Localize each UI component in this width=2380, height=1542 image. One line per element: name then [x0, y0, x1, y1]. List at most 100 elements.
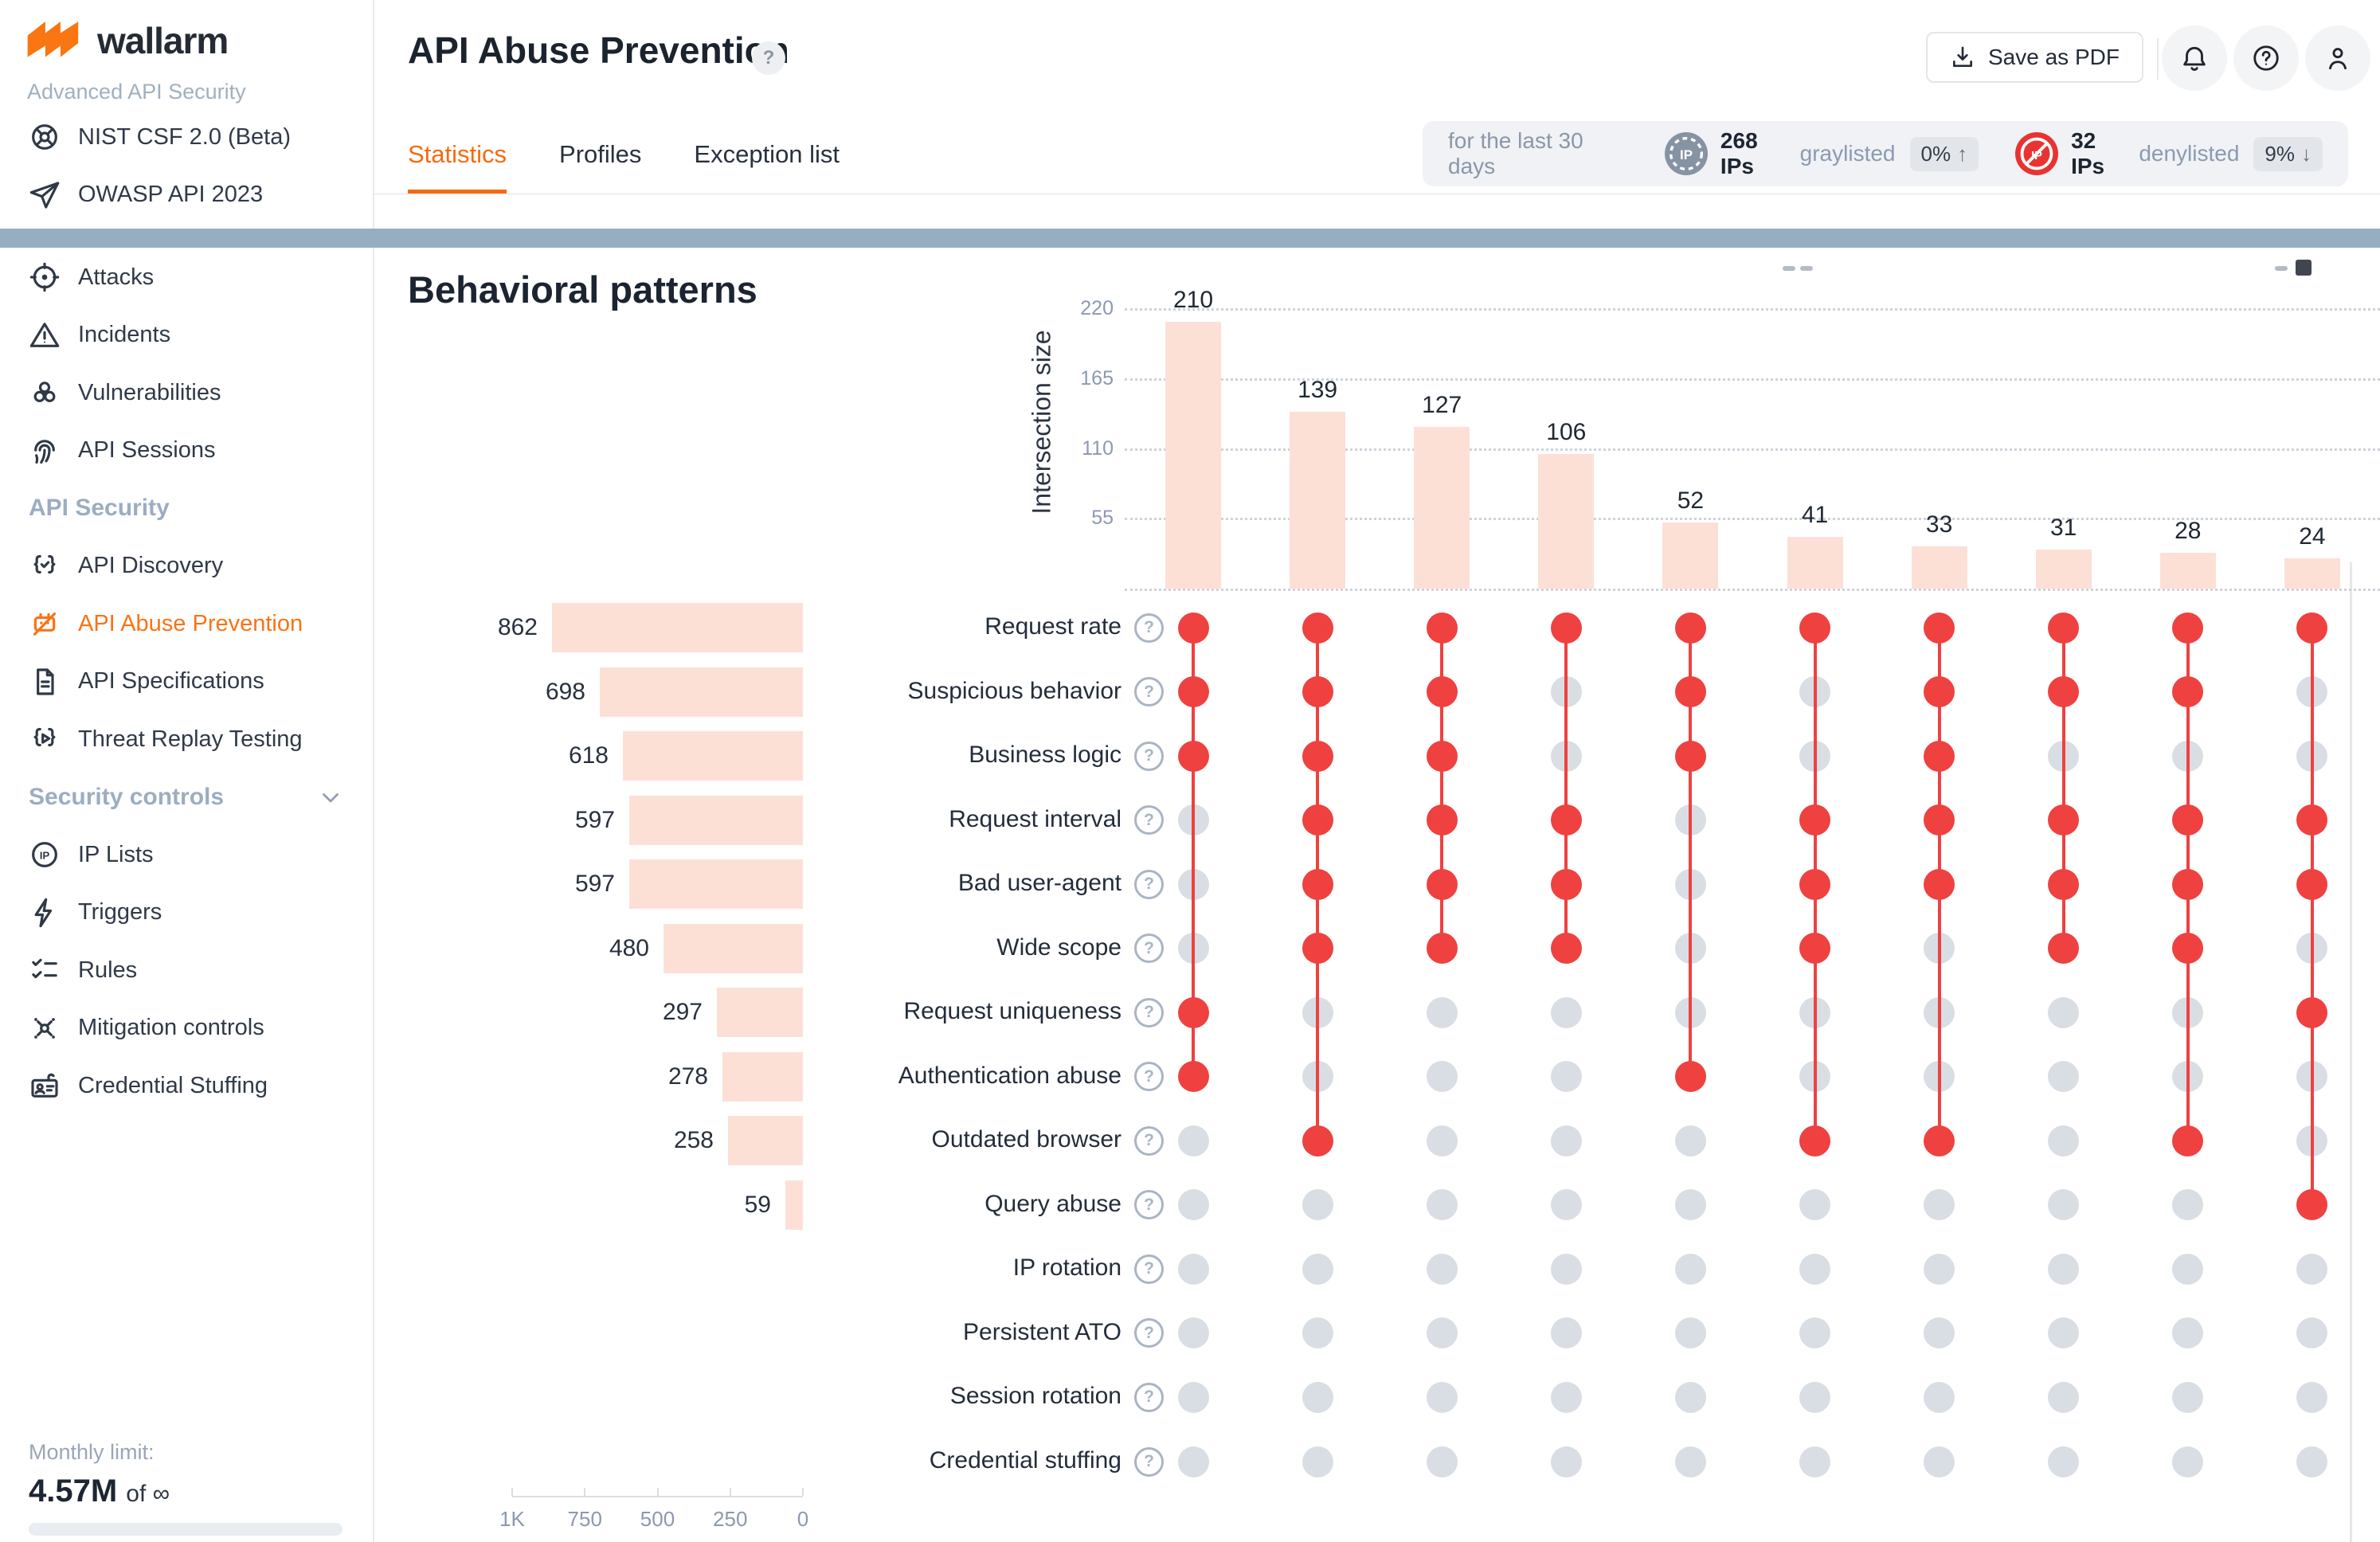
baseline [1125, 589, 2380, 591]
matrix-dot-inactive [1550, 1317, 1582, 1349]
chart-title: Behavioral patterns [408, 268, 757, 311]
sidebar-item-incidents[interactable]: Incidents [0, 307, 373, 365]
intersection-value: 28 [2174, 518, 2202, 544]
denylisted-label: denylisted [2139, 141, 2240, 166]
matrix-dot-active [2048, 868, 2080, 900]
row-help-icon[interactable]: ? [1134, 997, 1164, 1027]
matrix-dot-active [1177, 740, 1209, 772]
help-button[interactable] [2233, 25, 2299, 91]
sidebar-item-api-abuse-prevention[interactable]: API Abuse Prevention [0, 595, 373, 653]
header-divider [2157, 38, 2159, 80]
matrix-dot-inactive [2296, 1253, 2328, 1285]
matrix-dot-active [1302, 933, 1333, 965]
sidebar-item-api-specifications[interactable]: API Specifications [0, 653, 373, 711]
tab-statistics[interactable]: Statistics [408, 140, 507, 194]
row-help-icon[interactable]: ? [1134, 1382, 1164, 1412]
matrix-dot-active [1799, 868, 1830, 900]
intersection-value: 24 [2299, 523, 2326, 550]
row-label-request-uniqueness: Request uniqueness [903, 998, 1121, 1025]
sidebar-item-ip-lists[interactable]: IP IP Lists [0, 826, 373, 884]
user-profile-button[interactable] [2305, 25, 2370, 91]
sidebar-item-api-discovery[interactable]: API Discovery [0, 538, 373, 596]
scroll-handle[interactable] [2275, 266, 2288, 271]
row-help-icon[interactable]: ? [1134, 1254, 1164, 1284]
user-icon [2329, 48, 2347, 70]
graylisted-count: 268 IPs [1720, 128, 1758, 178]
matrix-connector-line [1564, 628, 1568, 949]
matrix-dot-inactive [1177, 1125, 1209, 1156]
set-axis-tick-label: 250 [713, 1507, 748, 1531]
matrix-connector-line [1689, 628, 1693, 1077]
scroll-handle[interactable] [1800, 266, 1813, 271]
matrix-dot-active [1799, 933, 1830, 965]
page-title-help-icon[interactable]: ? [752, 41, 785, 75]
question-circle-icon [2253, 45, 2279, 71]
row-label-request-rate: Request rate [984, 613, 1121, 640]
sidebar-item-threat-replay-testing[interactable]: Threat Replay Testing [0, 710, 373, 769]
row-help-icon[interactable]: ? [1134, 612, 1164, 643]
vertical-scrollbar[interactable] [2350, 562, 2352, 1542]
set-axis-tick [584, 1488, 586, 1496]
wallarm-logo[interactable]: wallarm [24, 19, 229, 62]
set-axis-tick [802, 1488, 804, 1496]
matrix-dot-inactive [2048, 1061, 2080, 1093]
save-as-pdf-button[interactable]: Save as PDF [1926, 32, 2143, 83]
sidebar-item-rules[interactable]: Rules [0, 941, 373, 1000]
sidebar-menu: NIST CSF 2.0 (Beta) OWASP API 2023 Attacks… [0, 108, 373, 1115]
matrix-dot-active [1177, 612, 1209, 644]
matrix-dot-active [1550, 612, 1582, 644]
row-help-icon[interactable]: ? [1134, 1062, 1164, 1092]
intersection-value: 210 [1172, 287, 1214, 313]
set-size-bar [629, 859, 803, 910]
sidebar-item-mitigation-controls[interactable]: Mitigation controls [0, 1000, 373, 1058]
set-size-bar [600, 667, 803, 717]
row-help-icon[interactable]: ? [1134, 1318, 1164, 1348]
intersection-bar [1165, 322, 1221, 589]
matrix-dot-active [2172, 868, 2204, 900]
row-help-icon[interactable]: ? [1134, 1125, 1164, 1156]
divider-band [0, 229, 2380, 248]
chart-menu-icon[interactable] [2296, 260, 2311, 276]
matrix-dot-inactive [1302, 1446, 1333, 1477]
row-help-icon[interactable]: ? [1134, 1446, 1164, 1477]
row-help-icon[interactable]: ? [1134, 869, 1164, 899]
row-help-icon[interactable]: ? [1134, 677, 1164, 707]
row-help-icon[interactable]: ? [1134, 741, 1164, 771]
nist-icon [29, 121, 61, 153]
row-label-outdated-browser: Outdated browser [931, 1126, 1121, 1153]
matrix-dot-active [1426, 740, 1458, 772]
matrix-dot-active [1426, 676, 1458, 708]
sidebar-item-attacks[interactable]: Attacks [0, 249, 373, 307]
brand-name: wallarm [97, 20, 229, 61]
sidebar-item-triggers[interactable]: Triggers [0, 884, 373, 942]
row-help-icon[interactable]: ? [1134, 1190, 1164, 1220]
sidebar-item-owasp-api-2023[interactable]: OWASP API 2023 [0, 166, 373, 225]
set-size-value: 258 [673, 1127, 714, 1154]
matrix-dot-inactive [1924, 1317, 1955, 1349]
matrix-dot-inactive [1799, 1189, 1830, 1221]
row-label-persistent-ato: Persistent ATO [963, 1318, 1121, 1345]
matrix-dot-inactive [2048, 1317, 2080, 1349]
set-axis-tick [511, 1488, 513, 1496]
intersection-bar [1911, 546, 1967, 589]
sidebar-item-vulnerabilities[interactable]: Vulnerabilities [0, 364, 373, 422]
matrix-dot-active [1302, 612, 1333, 644]
notifications-button[interactable] [2162, 25, 2227, 91]
sidebar-item-credential-stuffing[interactable]: Credential Stuffing [0, 1057, 373, 1115]
tab-profiles[interactable]: Profiles [559, 140, 642, 168]
graylisted-delta-badge: 0% ↑ [1909, 136, 1979, 171]
sidebar-item-label: Credential Stuffing [78, 1072, 268, 1098]
row-help-icon[interactable]: ? [1134, 933, 1164, 964]
matrix-dot-inactive [2296, 1381, 2328, 1413]
sidebar-item-api-sessions[interactable]: API Sessions [0, 422, 373, 480]
chevron-down-icon[interactable] [317, 784, 344, 811]
matrix-dot-active [2048, 676, 2080, 708]
matrix-dot-inactive [1550, 1125, 1582, 1156]
tab-exception-list[interactable]: Exception list [694, 140, 840, 168]
sidebar-item-nist-csf-2-0-beta[interactable]: NIST CSF 2.0 (Beta) [0, 108, 373, 166]
scroll-handle[interactable] [1783, 266, 1795, 271]
intersection-value: 127 [1422, 392, 1462, 418]
matrix-dot-inactive [1177, 1253, 1209, 1285]
row-help-icon[interactable]: ? [1134, 805, 1164, 836]
matrix-dot-active [2296, 996, 2328, 1028]
